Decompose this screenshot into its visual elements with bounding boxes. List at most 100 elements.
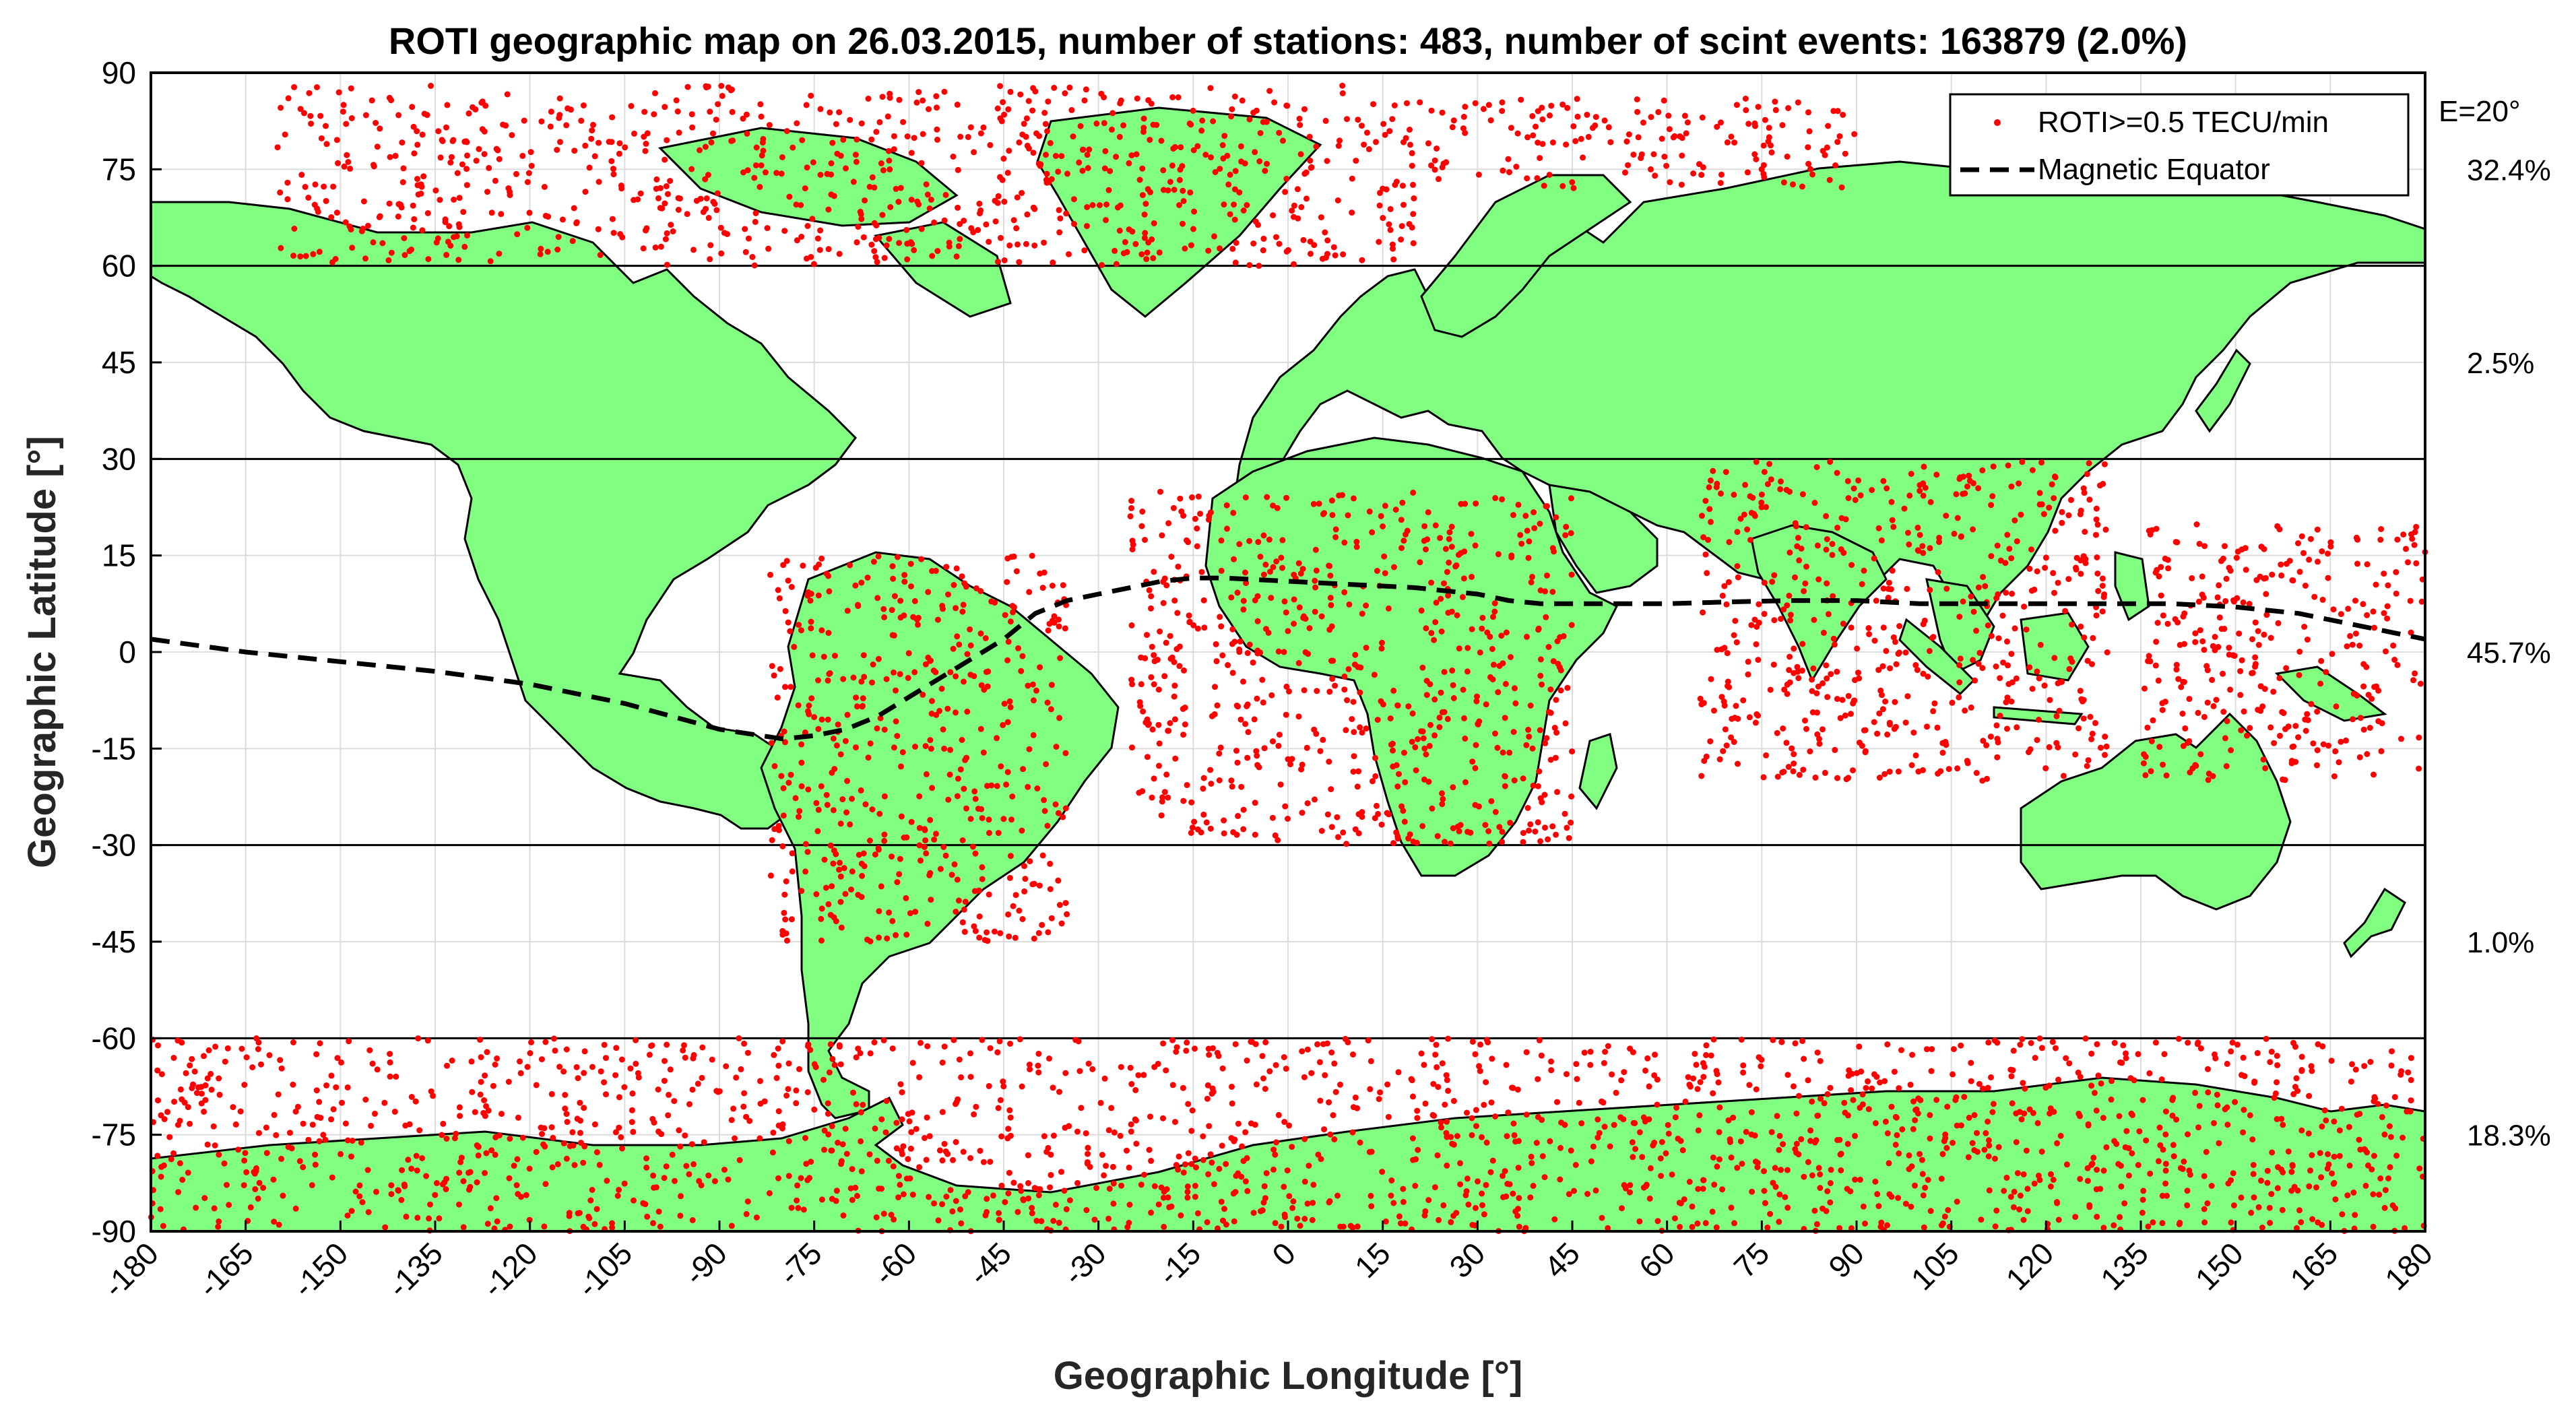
scint-event-point (1043, 152, 1049, 158)
scint-event-point (2290, 577, 2296, 584)
scint-event-point (1172, 1119, 1178, 1126)
scint-event-point (964, 709, 971, 715)
scint-event-point (1025, 1152, 1031, 1159)
scint-event-point (1508, 554, 1515, 560)
scint-event-point (477, 1091, 484, 1098)
scint-event-point (2051, 589, 2057, 596)
scint-event-point (2013, 1139, 2020, 1146)
scint-event-point (683, 1163, 690, 1169)
scint-event-point (887, 94, 893, 101)
scint-event-point (1891, 1068, 1898, 1075)
scint-event-point (682, 1132, 688, 1139)
scint-event-point (2205, 777, 2212, 783)
scint-event-point (1387, 205, 1394, 212)
scint-event-point (1243, 580, 1250, 587)
scint-event-point (1285, 628, 1291, 635)
scint-event-point (2298, 1053, 2305, 1060)
scint-event-point (1848, 1087, 1855, 1093)
scint-event-point (836, 866, 843, 873)
scint-event-point (908, 150, 915, 156)
scint-event-point (2090, 1155, 2097, 1161)
scint-event-point (1438, 595, 1444, 602)
scint-event-point (1007, 1041, 1013, 1047)
scint-event-point (1387, 715, 1394, 722)
scint-event-point (1889, 567, 1896, 574)
scint-event-point (2042, 765, 2049, 772)
scint-event-point (273, 1132, 280, 1138)
scint-event-point (1018, 668, 1025, 674)
scint-event-point (1398, 517, 1405, 523)
scint-event-point (1758, 491, 1765, 498)
scint-event-point (1009, 793, 1016, 800)
scint-event-point (1233, 1173, 1239, 1179)
scint-event-point (1262, 1039, 1269, 1045)
scint-event-point (2125, 1145, 2132, 1152)
scint-event-point (1469, 1132, 1475, 1138)
scint-event-point (912, 909, 919, 915)
scint-event-point (1006, 698, 1013, 705)
scint-event-point (2391, 1094, 2398, 1101)
scint-event-point (2291, 1183, 2298, 1190)
scint-event-point (759, 152, 765, 159)
scint-event-point (2258, 1177, 2264, 1184)
scint-event-point (823, 884, 829, 891)
scint-event-point (1031, 242, 1038, 249)
scint-event-point (1483, 701, 1489, 708)
scint-event-point (475, 1152, 482, 1159)
scint-event-point (1643, 1183, 1649, 1190)
scint-event-point (1574, 96, 1580, 102)
scint-event-point (1665, 1130, 1672, 1137)
scint-event-point (933, 93, 940, 100)
scint-event-point (436, 1215, 443, 1222)
land-new-zealand (2343, 887, 2406, 959)
scint-event-point (1083, 86, 1089, 93)
scint-event-point (2224, 718, 2230, 725)
scint-event-point (2405, 559, 2411, 566)
scint-event-point (1475, 1178, 1481, 1185)
scint-event-point (833, 742, 840, 749)
scint-event-point (1756, 601, 1762, 608)
scint-event-point (603, 1055, 609, 1062)
scint-event-point (460, 1178, 467, 1185)
scint-event-point (1734, 529, 1741, 536)
scint-event-point (665, 191, 671, 197)
scint-event-point (2055, 579, 2061, 586)
scint-event-point (901, 572, 908, 579)
scint-event-point (606, 139, 612, 145)
scint-event-point (664, 261, 670, 268)
scint-event-point (1748, 622, 1755, 628)
scint-event-point (855, 892, 862, 898)
scint-event-point (1450, 825, 1456, 832)
scint-event-point (767, 571, 773, 578)
scint-event-point (1966, 1114, 1972, 1121)
scint-event-point (1953, 1094, 1960, 1101)
scint-event-point (781, 891, 788, 898)
scint-event-point (317, 112, 324, 119)
scint-event-point (1857, 1176, 1863, 1183)
scint-event-point (285, 95, 292, 102)
scint-event-point (1281, 1183, 1287, 1190)
scint-event-point (1314, 688, 1320, 694)
scint-event-point (2274, 1115, 2280, 1122)
scint-event-point (1813, 464, 1820, 470)
scint-event-point (2226, 645, 2232, 651)
scint-event-point (2318, 657, 2325, 664)
scint-event-point (362, 1097, 369, 1103)
scint-event-point (1845, 775, 1852, 781)
scint-event-point (1499, 839, 1506, 845)
scint-event-point (2370, 608, 2377, 615)
scint-event-point (1568, 1147, 1574, 1154)
scint-event-point (2016, 480, 2022, 487)
scint-event-point (775, 1122, 782, 1129)
scint-event-point (1240, 1158, 1247, 1165)
scint-event-point (2181, 641, 2187, 647)
scint-event-point (779, 154, 785, 160)
scint-event-point (411, 216, 418, 222)
scint-event-point (2048, 1171, 2054, 1177)
scint-event-point (1234, 589, 1241, 596)
scint-event-point (942, 191, 949, 198)
scint-event-point (1761, 610, 1768, 617)
scint-event-point (1268, 595, 1275, 602)
scint-event-point (1151, 652, 1157, 659)
scint-event-point (276, 1221, 282, 1228)
